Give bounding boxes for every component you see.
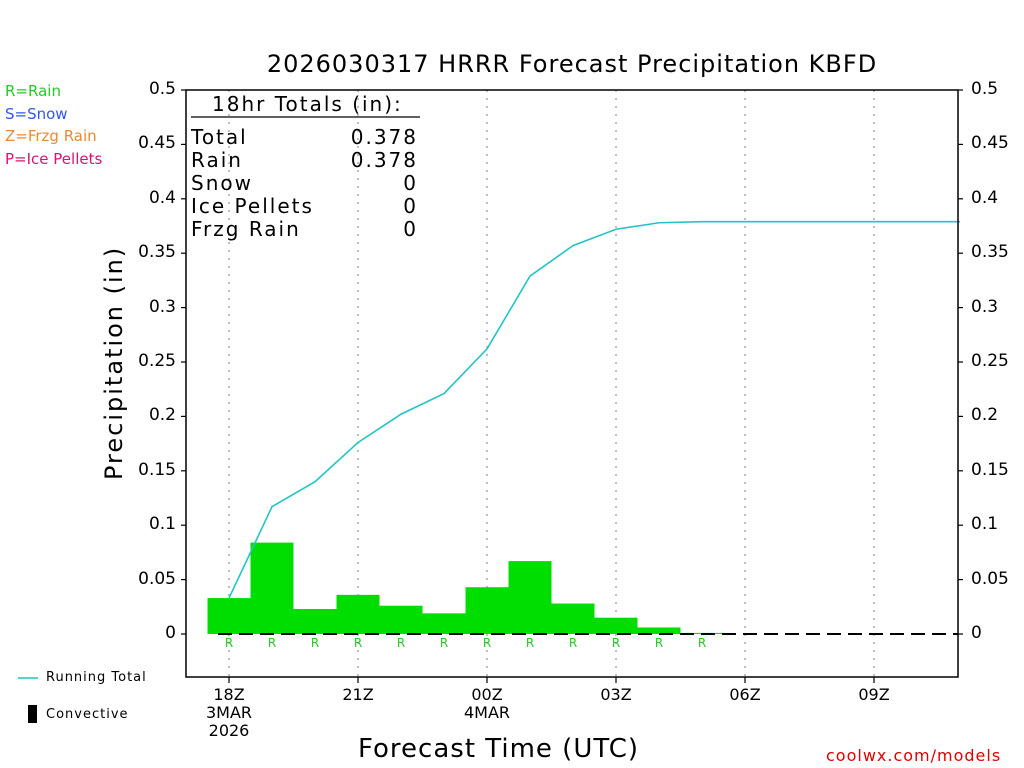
precip-bar-4 — [379, 605, 423, 634]
x-tick-label-0: 18Z 3MAR 2026 — [189, 686, 269, 740]
legend-snow: S=Snow — [5, 105, 68, 123]
totals-heading: 18hr Totals (in): — [212, 92, 403, 116]
x-tick-label-0-line-1: 3MAR — [205, 703, 253, 722]
precip-bar-9 — [594, 617, 638, 634]
precip-type-marker-10: R — [655, 636, 663, 650]
legend-freezing-rain: Z=Frzg Rain — [5, 127, 97, 145]
x-tick-label-1: 21Z — [318, 686, 398, 704]
totals-label-total: Total — [191, 125, 248, 149]
x-tick-label-3: 03Z — [576, 686, 656, 704]
y-tick-label-right-5: 0.25 — [971, 351, 1009, 371]
plot-frame — [185, 89, 959, 678]
y-tick-label-right-3: 0.15 — [971, 459, 1009, 480]
precip-type-marker-6: R — [483, 636, 491, 650]
precip-bar-1 — [250, 542, 294, 634]
precip-type-marker-1: R — [268, 636, 276, 650]
y-tick-label-left-5: 0.25 — [138, 351, 176, 371]
precip-bar-2 — [293, 608, 337, 634]
legend-rain: R=Rain — [5, 82, 61, 100]
x-tick-label-0-line-0: 18Z — [213, 685, 245, 704]
legend-running-total-label: Running Total — [46, 670, 147, 685]
precip-type-marker-3: R — [354, 636, 362, 650]
precip-type-marker-5: R — [440, 636, 448, 650]
y-tick-label-right-9: 0.45 — [971, 133, 1009, 154]
totals-value-snow: 0 — [403, 171, 418, 195]
credit-text: coolwx.com/models — [826, 746, 1002, 765]
y-tick-label-left-10: 0.5 — [148, 79, 176, 99]
precip-type-marker-9: R — [612, 636, 620, 650]
x-tick-label-5: 09Z — [834, 686, 914, 704]
precip-bar-0 — [207, 598, 251, 634]
y-tick-label-right-6: 0.3 — [971, 296, 999, 317]
totals-label-ice-pellets: Ice Pellets — [191, 194, 314, 218]
x-tick-label-5-line-0: 09Z — [858, 685, 890, 704]
x-tick-label-0-line-2: 2026 — [208, 721, 250, 740]
y-tick-label-left-7: 0.35 — [138, 242, 176, 263]
legend-ice-pellets: P=Ice Pellets — [5, 150, 103, 168]
totals-label-snow: Snow — [191, 171, 253, 195]
x-tick-label-1-line-0: 21Z — [342, 685, 374, 704]
precip-type-marker-4: R — [397, 636, 405, 650]
totals-value-rain: 0.378 — [350, 148, 418, 172]
precip-bar-7 — [508, 561, 552, 634]
x-tick-label-4-line-0: 06Z — [729, 685, 761, 704]
x-tick-label-4: 06Z — [705, 686, 785, 704]
running-total-line — [228, 220, 960, 599]
precip-type-marker-11: R — [698, 636, 706, 650]
precip-bar-3 — [336, 594, 380, 634]
precip-bar-10 — [637, 627, 681, 634]
y-tick-label-right-0: 0 — [971, 623, 982, 643]
y-tick-label-right-8: 0.4 — [971, 187, 999, 208]
totals-label-rain: Rain — [191, 148, 243, 172]
totals-value-total: 0.378 — [350, 125, 418, 149]
precip-type-marker-7: R — [526, 636, 534, 650]
totals-label-freezing-rain: Frzg Rain — [191, 217, 301, 241]
x-tick-label-2-line-0: 00Z — [471, 685, 503, 704]
totals-value-ice-pellets: 0 — [403, 194, 418, 218]
y-tick-label-left-2: 0.1 — [148, 514, 176, 535]
x-axis-label: Forecast Time (UTC) — [358, 734, 640, 764]
totals-value-freezing-rain: 0 — [403, 217, 418, 241]
y-tick-label-left-8: 0.4 — [148, 187, 176, 208]
y-tick-label-left-6: 0.3 — [148, 296, 176, 317]
y-tick-label-right-10: 0.5 — [971, 79, 999, 99]
precip-type-marker-8: R — [569, 636, 577, 650]
y-tick-label-right-1: 0.05 — [971, 568, 1009, 589]
x-tick-label-3-line-0: 03Z — [600, 685, 632, 704]
precip-bar-5 — [422, 613, 466, 634]
legend-convective-label: Convective — [46, 707, 129, 722]
precip-type-marker-0: R — [225, 636, 233, 650]
legend-convective-swatch — [28, 705, 37, 723]
precip-bar-6 — [465, 587, 509, 634]
chart-title: 2026030317 HRRR Forecast Precipitation K… — [266, 50, 878, 78]
y-tick-label-right-4: 0.2 — [971, 405, 999, 426]
y-tick-label-left-9: 0.45 — [138, 133, 176, 154]
y-tick-label-left-0: 0 — [165, 623, 176, 643]
y-tick-label-right-2: 0.1 — [971, 514, 999, 535]
precip-bar-8 — [551, 603, 595, 634]
precip-type-marker-2: R — [311, 636, 319, 650]
y-tick-label-left-3: 0.15 — [138, 459, 176, 480]
y-tick-label-right-7: 0.35 — [971, 242, 1009, 263]
x-tick-label-2: 00Z 4MAR — [447, 686, 527, 722]
y-tick-label-left-1: 0.05 — [138, 568, 176, 589]
y-tick-label-left-4: 0.2 — [148, 405, 176, 426]
x-tick-label-2-line-1: 4MAR — [463, 703, 511, 722]
